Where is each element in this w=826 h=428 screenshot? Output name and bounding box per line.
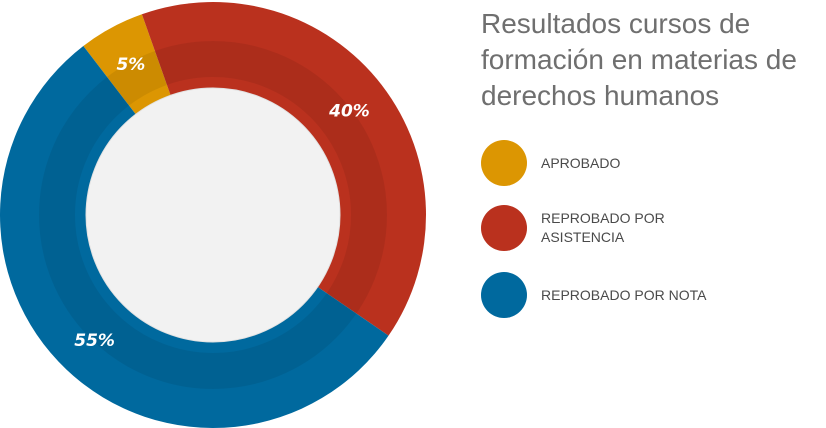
ring-shade [39,41,387,389]
donut-hole [85,87,341,343]
legend-item-reprobado-nota: REPROBADO POR NOTA [481,272,731,318]
slice-label-reprobado-por-asistencia: 40% [328,101,370,121]
slice-label-aprobado: 5% [116,55,145,75]
legend-item-reprobado-asistencia: REPROBADO POR ASISTENCIA [481,205,731,251]
legend-swatch-aprobado [481,140,527,186]
legend-swatch-reprobado-asistencia [481,205,527,251]
legend-item-aprobado: APROBADO [481,140,731,186]
legend-swatch-reprobado-nota [481,272,527,318]
chart-title: Resultados cursos de formación en materi… [481,8,797,111]
donut-chart: 5% 40% 55% [0,1,426,428]
legend-label-reprobado-asistencia: REPROBADO POR ASISTENCIA [541,210,665,245]
slice-label-reprobado-por-nota: 55% [74,331,115,351]
legend-label-reprobado-nota: REPROBADO POR NOTA [541,286,707,303]
legend-label-aprobado: APROBADO [541,154,621,171]
